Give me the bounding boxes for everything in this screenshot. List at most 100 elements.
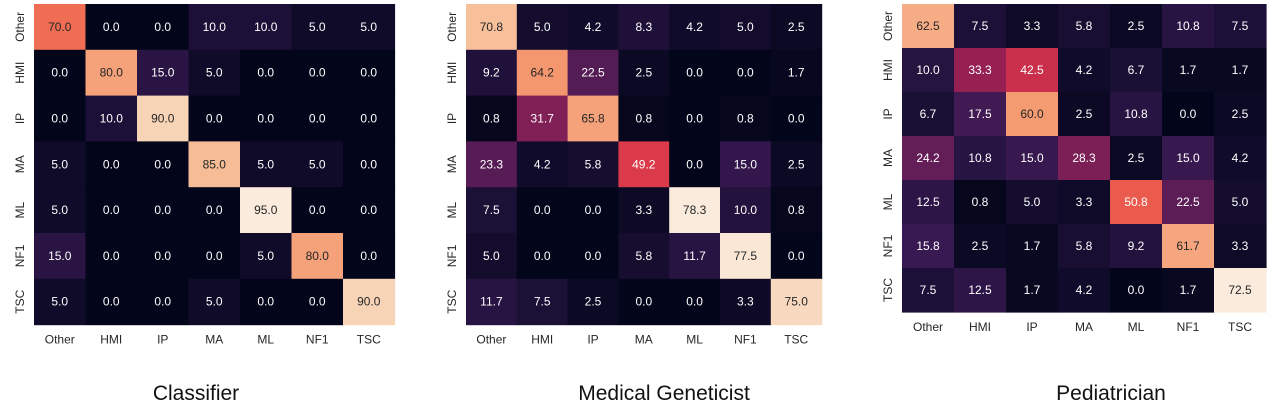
cell-value-label: 15.0 [734, 157, 758, 171]
x-tick-label: NF1 [734, 333, 757, 347]
cell-value-label: 5.0 [360, 20, 377, 34]
cell-IP-IP [1006, 92, 1059, 137]
y-tick-label: Other [445, 12, 459, 42]
x-tick-label: ML [257, 333, 274, 347]
cell-IP-TSC [1214, 92, 1267, 137]
cell-value-label: 5.8 [585, 157, 602, 171]
cell-Other-TSC [770, 4, 823, 51]
cell-MA-MA [618, 141, 670, 188]
cell-value-label: 15.0 [1020, 151, 1044, 165]
cell-IP-ML [240, 95, 293, 142]
x-tick-label: MA [205, 333, 223, 347]
cell-value-label: 0.0 [1128, 283, 1145, 297]
cell-MA-IP [137, 141, 190, 188]
cell-value-label: 10.0 [100, 112, 124, 126]
cell-value-label: 3.3 [737, 295, 754, 309]
cell-value-label: 1.7 [1180, 63, 1197, 77]
cell-value-label: 78.3 [683, 203, 707, 217]
cell-NF1-ML [240, 233, 293, 280]
cell-value-label: 2.5 [1128, 151, 1145, 165]
cell-value-label: 0.0 [1180, 107, 1197, 121]
cell-NF1-Other [902, 224, 955, 269]
cell-NF1-MA [188, 233, 241, 280]
cell-value-label: 6.7 [920, 107, 937, 121]
cell-ML-TSC [770, 187, 823, 234]
x-tick-label: HMI [969, 320, 991, 334]
x-tick-label: Other [913, 320, 943, 334]
cell-MA-ML [1110, 136, 1163, 181]
y-tick-label: NF1 [445, 244, 459, 267]
cell-value-label: 64.2 [531, 66, 555, 80]
cell-TSC-HMI [954, 268, 1007, 313]
cell-value-label: 0.0 [686, 112, 703, 126]
cell-HMI-ML [240, 49, 293, 97]
cell-HMI-IP [137, 49, 190, 97]
y-tick-label: IP [881, 108, 895, 119]
cell-value-label: 0.0 [309, 203, 326, 217]
cell-value-label: 0.8 [483, 112, 500, 126]
cell-ML-MA [618, 187, 670, 234]
cell-value-label: 15.0 [151, 66, 175, 80]
cell-NF1-NF1 [291, 233, 344, 280]
cell-value-label: 0.8 [972, 195, 989, 209]
cell-value-label: 1.7 [1232, 63, 1249, 77]
cell-MA-NF1 [291, 141, 344, 188]
cell-MA-ML [240, 141, 293, 188]
cell-value-label: 72.5 [1228, 283, 1252, 297]
cell-TSC-ML [669, 278, 721, 326]
cell-ML-NF1 [1162, 180, 1215, 225]
y-tick-label: NF1 [881, 234, 895, 257]
cell-HMI-NF1 [1162, 48, 1215, 93]
cell-IP-HMI [954, 92, 1007, 137]
cell-ML-MA [188, 187, 241, 234]
cell-value-label: 4.2 [1076, 283, 1093, 297]
cell-value-label: 15.8 [916, 239, 940, 253]
cell-value-label: 5.0 [257, 157, 274, 171]
cell-value-label: 5.0 [51, 157, 68, 171]
cell-value-label: 5.0 [1024, 195, 1041, 209]
x-tick-label: TSC [784, 333, 808, 347]
y-tick-label: NF1 [13, 244, 27, 267]
cell-value-label: 7.5 [483, 203, 500, 217]
cell-Other-HMI [85, 4, 138, 51]
cell-value-label: 0.0 [154, 249, 171, 263]
cell-ML-HMI [954, 180, 1007, 225]
cell-ML-ML [669, 187, 721, 234]
cell-MA-IP [567, 141, 619, 188]
x-tick-label: IP [157, 333, 168, 347]
cell-MA-Other [902, 136, 955, 181]
cell-HMI-Other [902, 48, 955, 93]
cell-value-label: 0.0 [257, 295, 274, 309]
caption-classifier: Classifier [152, 382, 240, 405]
cell-value-label: 10.8 [968, 151, 992, 165]
cell-value-label: 0.0 [154, 203, 171, 217]
cell-value-label: 0.0 [103, 203, 120, 217]
cell-value-label: 0.0 [534, 249, 551, 263]
cell-value-label: 0.0 [206, 112, 223, 126]
cell-value-label: 33.3 [968, 63, 992, 77]
cell-value-label: 0.0 [154, 20, 171, 34]
cell-value-label: 0.0 [686, 66, 703, 80]
cell-IP-NF1 [720, 95, 772, 142]
cell-value-label: 60.0 [1020, 107, 1044, 121]
cell-value-label: 2.5 [1076, 107, 1093, 121]
cell-value-label: 0.0 [103, 157, 120, 171]
cell-Other-ML [669, 4, 721, 51]
cell-MA-NF1 [720, 141, 772, 188]
cell-IP-TSC [343, 95, 396, 142]
cell-value-label: 0.0 [309, 295, 326, 309]
cell-value-label: 7.5 [920, 283, 937, 297]
cell-Other-IP [137, 4, 190, 51]
x-tick-label: TSC [357, 333, 381, 347]
cell-value-label: 2.5 [788, 157, 805, 171]
cell-TSC-TSC [1214, 268, 1267, 313]
cell-HMI-MA [618, 49, 670, 97]
cell-TSC-HMI [85, 278, 138, 326]
cell-ML-IP [567, 187, 619, 234]
caption-medical-geneticist: Medical Geneticist [578, 382, 750, 405]
cell-MA-TSC [1214, 136, 1267, 181]
y-tick-label: TSC [445, 289, 459, 313]
cell-value-label: 2.5 [1232, 107, 1249, 121]
cell-Other-ML [1110, 4, 1163, 49]
